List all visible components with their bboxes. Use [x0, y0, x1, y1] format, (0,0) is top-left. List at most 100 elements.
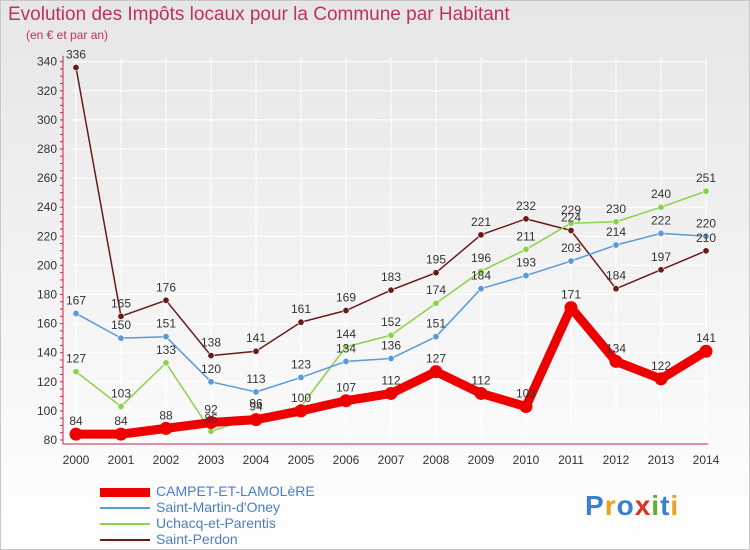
- data-point: [72, 64, 80, 72]
- x-tick-label: 2010: [513, 453, 540, 467]
- chart-title: Evolution des Impôts locaux pour la Comm…: [8, 4, 510, 25]
- legend-swatch: [100, 507, 150, 509]
- data-label: 134: [336, 341, 356, 355]
- logo-letter: x: [634, 490, 652, 521]
- data-label: 336: [66, 48, 86, 62]
- y-tick-label: 160: [37, 317, 57, 331]
- data-label: 167: [66, 293, 86, 307]
- data-label: 107: [336, 381, 356, 395]
- data-label: 136: [381, 339, 401, 353]
- y-tick-label: 320: [37, 84, 57, 98]
- data-point: [387, 286, 395, 294]
- x-tick-label: 2012: [603, 453, 630, 467]
- data-label: 232: [516, 199, 536, 213]
- data-label: 224: [561, 210, 581, 224]
- data-label: 120: [201, 362, 221, 376]
- data-label: 127: [426, 352, 446, 366]
- data-label: 100: [291, 391, 311, 405]
- y-tick-label: 180: [37, 288, 57, 302]
- data-point: [252, 347, 260, 355]
- y-tick-label: 200: [37, 258, 57, 272]
- data-point: [612, 241, 620, 249]
- data-point: [384, 386, 398, 400]
- y-tick-label: 240: [37, 200, 57, 214]
- data-label: 165: [111, 296, 131, 310]
- data-point: [72, 309, 80, 317]
- legend-swatch: [100, 539, 150, 541]
- data-label: 134: [606, 341, 626, 355]
- data-label: 92: [204, 403, 218, 417]
- data-label: 144: [336, 327, 356, 341]
- data-label: 103: [516, 387, 536, 401]
- logo-letter: P: [585, 490, 605, 521]
- data-label: 127: [66, 352, 86, 366]
- data-point: [207, 378, 215, 386]
- legend-swatch: [100, 523, 150, 525]
- data-point: [117, 403, 125, 411]
- data-point: [699, 344, 713, 358]
- data-point: [429, 365, 443, 379]
- data-label: 222: [651, 213, 671, 227]
- data-label: 122: [651, 359, 671, 373]
- data-label: 84: [69, 414, 83, 428]
- data-point: [477, 267, 485, 275]
- legend-label: Uchacq-et-Parentis: [156, 515, 276, 531]
- data-point: [72, 368, 80, 376]
- y-tick-label: 340: [37, 55, 57, 69]
- legend-label: CAMPET-ET-LAMOLèRE: [156, 483, 315, 499]
- data-point: [702, 247, 710, 255]
- x-tick-label: 2004: [243, 453, 270, 467]
- data-label: 113: [246, 372, 265, 386]
- data-point: [657, 229, 665, 237]
- x-tick-label: 2009: [468, 453, 495, 467]
- data-label: 195: [426, 253, 446, 267]
- data-point: [522, 272, 530, 280]
- data-point: [432, 269, 440, 277]
- data-point: [609, 354, 623, 368]
- data-point: [432, 299, 440, 307]
- x-tick-label: 2006: [333, 453, 360, 467]
- data-label: 123: [291, 357, 311, 371]
- data-label: 184: [606, 269, 626, 283]
- data-point: [252, 388, 260, 396]
- data-label: 133: [156, 343, 176, 357]
- y-tick-label: 300: [37, 113, 57, 127]
- data-label: 174: [426, 283, 446, 297]
- data-point: [387, 331, 395, 339]
- data-label: 196: [471, 251, 491, 265]
- data-label: 240: [651, 187, 671, 201]
- data-label: 86: [204, 411, 218, 425]
- x-tick-label: 2001: [108, 453, 135, 467]
- data-label: 112: [471, 373, 490, 387]
- data-label: 193: [516, 256, 536, 270]
- data-point: [69, 427, 83, 441]
- data-point: [702, 187, 710, 195]
- data-point: [564, 301, 578, 315]
- data-point: [657, 266, 665, 274]
- data-point: [204, 416, 218, 430]
- data-point: [207, 352, 215, 360]
- data-label: 184: [471, 269, 491, 283]
- logo-letter: i: [670, 490, 680, 521]
- legend-swatch: [100, 488, 150, 497]
- y-tick-label: 140: [37, 346, 57, 360]
- data-point: [342, 307, 350, 315]
- x-tick-label: 2005: [288, 453, 315, 467]
- logo-letter: r: [604, 490, 617, 521]
- proxiti-logo: Proxiti: [585, 490, 679, 522]
- y-tick-label: 100: [37, 404, 57, 418]
- y-tick-label: 80: [44, 433, 58, 447]
- data-label: 161: [291, 302, 311, 316]
- x-tick-label: 2008: [423, 453, 450, 467]
- data-point: [567, 226, 575, 234]
- data-label: 176: [156, 280, 176, 294]
- data-label: 150: [111, 318, 131, 332]
- data-point: [162, 359, 170, 367]
- data-point: [612, 218, 620, 226]
- legend-label: Saint-Perdon: [156, 531, 238, 547]
- data-point: [702, 232, 710, 240]
- data-point: [474, 386, 488, 400]
- data-point: [522, 245, 530, 253]
- x-tick-label: 2014: [693, 453, 720, 467]
